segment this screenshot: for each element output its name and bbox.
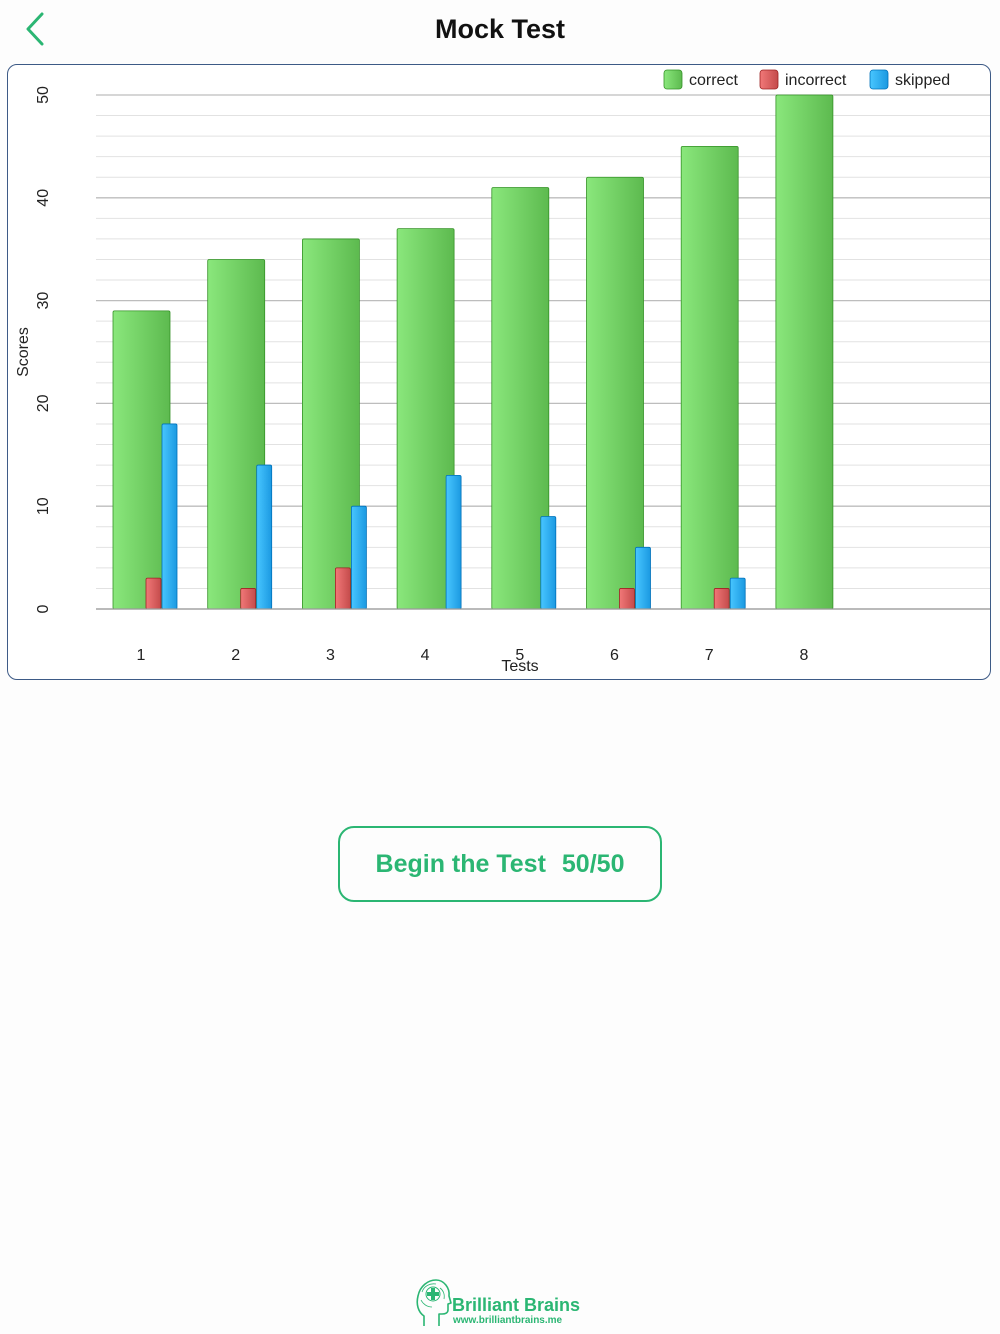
- x-tick-label: 8: [799, 647, 808, 664]
- y-tick-label: 50: [35, 86, 52, 104]
- y-axis-label: Scores: [15, 327, 32, 377]
- bar-correct: [207, 259, 266, 610]
- x-tick-label: 2: [231, 647, 240, 664]
- bar-skipped: [445, 474, 462, 610]
- back-button[interactable]: [18, 8, 58, 52]
- brand-name: Brilliant Brains: [452, 1295, 581, 1315]
- chart-legend: correct incorrect skipped: [663, 69, 950, 90]
- x-tick-label: 1: [137, 647, 146, 664]
- brain-head-icon: [416, 1279, 452, 1326]
- x-tick-label: 4: [421, 647, 430, 664]
- bar-incorrect: [334, 567, 351, 610]
- brand-logo: Brilliant Brains www.brilliantbrains.me: [414, 1276, 594, 1332]
- bar-incorrect: [619, 588, 635, 610]
- bar-correct: [396, 228, 455, 610]
- navigation-bar: Mock Test: [0, 0, 1000, 64]
- bar-skipped: [161, 423, 178, 610]
- chart-bars: [112, 94, 834, 610]
- x-axis-label: Tests: [501, 658, 538, 675]
- bar-skipped: [350, 505, 367, 610]
- bar-incorrect: [240, 588, 257, 610]
- score-bar-chart: 0 10 20 30 40 50 Scores 1 2 3 4 5 6 7 8 Tests correct inc…: [15, 69, 990, 675]
- x-tick-label: 6: [610, 647, 619, 664]
- legend-swatch-incorrect: [759, 69, 779, 90]
- legend-swatch-skipped: [869, 69, 889, 90]
- bar-correct: [680, 146, 739, 610]
- bar-correct: [491, 187, 550, 610]
- bar-skipped: [729, 577, 746, 610]
- x-tick-label: 3: [326, 647, 335, 664]
- legend-label-skipped: skipped: [895, 72, 950, 89]
- page-title: Mock Test: [434, 14, 566, 44]
- begin-test-label: Begin the Test: [375, 849, 546, 878]
- bar-skipped: [540, 516, 557, 610]
- y-tick-label: 0: [35, 604, 52, 613]
- y-tick-label: 10: [35, 497, 52, 515]
- legend-label-incorrect: incorrect: [785, 72, 847, 89]
- legend-label-correct: correct: [689, 72, 738, 89]
- x-tick-label: 5: [515, 647, 524, 664]
- bar-skipped: [635, 546, 651, 610]
- y-tick-label: 30: [35, 292, 52, 310]
- chevron-left-icon: [26, 12, 44, 46]
- bar-skipped: [256, 464, 273, 610]
- bar-incorrect: [145, 577, 162, 610]
- question-count: 50/50: [561, 849, 625, 878]
- brand-url: www.brilliantbrains.me: [453, 1315, 563, 1326]
- bar-incorrect: [713, 588, 730, 610]
- legend-swatch-correct: [663, 69, 683, 90]
- bar-correct: [112, 310, 171, 610]
- begin-test-button[interactable]: Begin the Test 50/50: [338, 826, 662, 902]
- bar-correct: [775, 94, 834, 610]
- y-tick-label: 40: [35, 189, 52, 207]
- y-tick-label: 20: [35, 394, 52, 412]
- bar-correct: [586, 176, 644, 610]
- x-tick-label: 7: [705, 647, 714, 664]
- score-chart-panel: 0 10 20 30 40 50 Scores 1 2 3 4 5 6 7 8 Tests correct inc…: [7, 64, 991, 680]
- bar-correct: [301, 238, 360, 610]
